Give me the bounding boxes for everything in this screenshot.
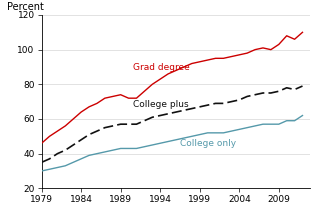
Text: Percent: Percent (7, 1, 44, 12)
Text: College only: College only (180, 140, 236, 149)
Text: Grad degree: Grad degree (132, 63, 189, 72)
Text: College plus: College plus (132, 100, 188, 108)
